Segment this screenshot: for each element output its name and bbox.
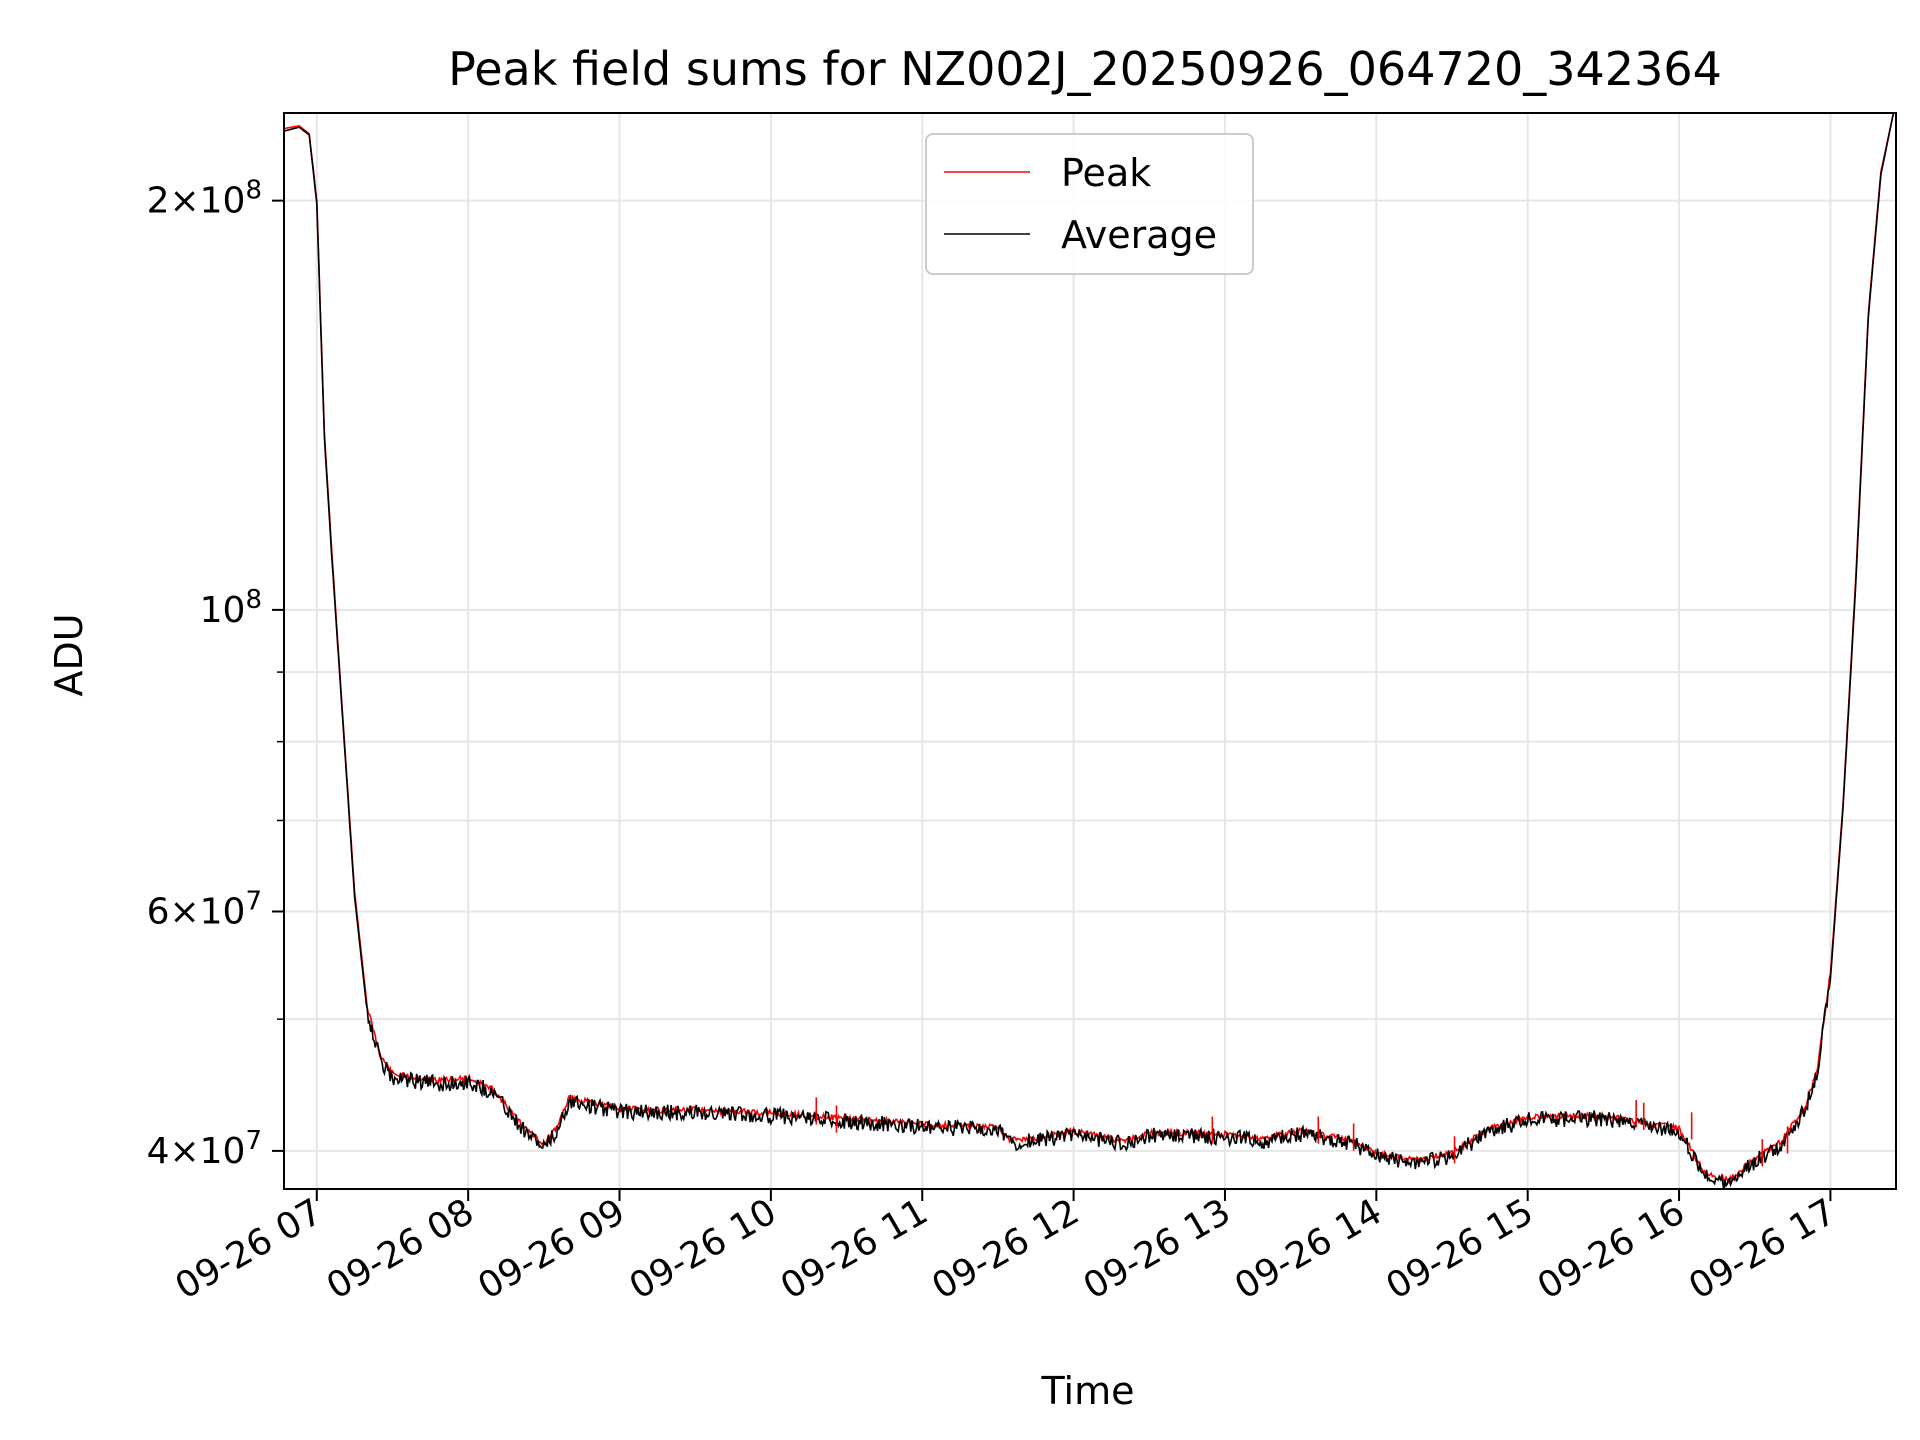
- x-tick-label: 09-26 15: [1380, 1191, 1541, 1307]
- y-tick-label: 4×107: [147, 1126, 262, 1172]
- x-axis-title: Time: [1041, 1369, 1135, 1413]
- y-tick-label: 6×107: [147, 886, 262, 932]
- x-tick-label: 09-26 07: [169, 1191, 330, 1307]
- legend-box: [925, 133, 1254, 275]
- y-tick-label: 108: [200, 585, 262, 631]
- x-tick-label: 09-26 13: [1077, 1191, 1238, 1307]
- x-tick-label: 09-26 11: [774, 1191, 935, 1307]
- y-axis: 4×107 6×107 108 2×108: [147, 176, 284, 1172]
- legend: Peak Average: [925, 133, 1254, 275]
- grid: [284, 113, 1896, 1189]
- x-tick-label: 09-26 09: [471, 1191, 632, 1307]
- series-line-average: [284, 113, 1895, 1189]
- x-tick-label: 09-26 08: [320, 1191, 481, 1307]
- x-tick-label: 09-26 16: [1531, 1191, 1692, 1307]
- x-tick-label: 09-26 12: [925, 1191, 1086, 1307]
- chart-title: Peak field sums for NZ002J_20250926_0647…: [448, 42, 1722, 96]
- x-tick-label: 09-26 14: [1228, 1191, 1389, 1307]
- x-tick-label: 09-26 17: [1682, 1191, 1843, 1307]
- legend-average-label: Average: [1061, 213, 1217, 257]
- y-axis-title: ADU: [47, 613, 91, 696]
- y-tick-label: 2×108: [147, 176, 262, 222]
- legend-peak-label: Peak: [1061, 151, 1151, 195]
- plot-series: [284, 113, 1895, 1189]
- plot-frame: [283, 112, 1897, 1190]
- x-tick-label: 09-26 10: [623, 1191, 784, 1307]
